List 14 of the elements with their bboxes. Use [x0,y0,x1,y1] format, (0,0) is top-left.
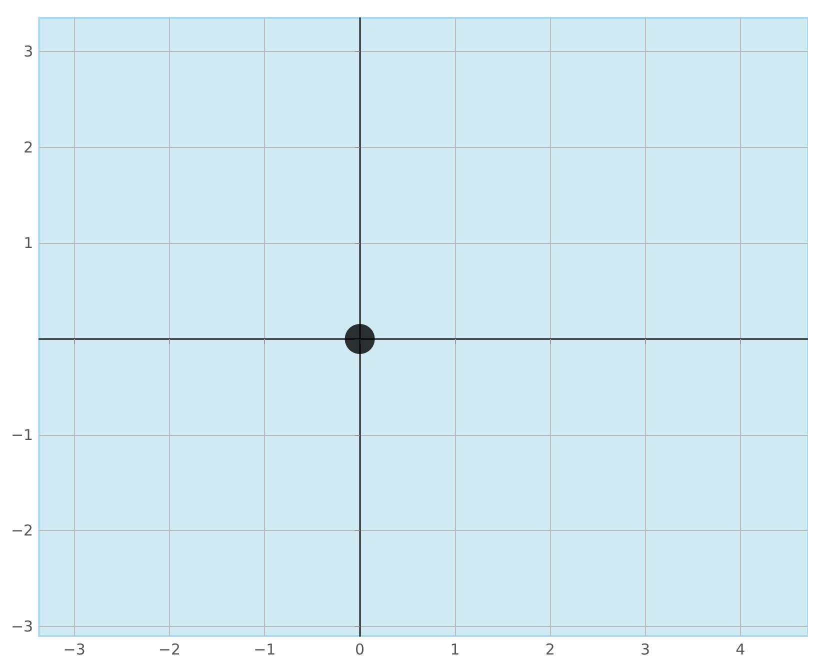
x-tick-label: 0 [355,640,365,658]
x-tick-label: 2 [545,640,555,658]
y-tick-label: 3 [24,42,34,61]
y-tick-label: −3 [10,617,34,636]
x-tick-label: 3 [640,640,650,658]
x-tick-label: −3 [63,640,86,658]
y-tick-label: 2 [24,138,34,156]
y-tick-label: −2 [10,522,34,540]
x-tick-label: 4 [736,640,746,658]
x-tick-label: −1 [254,640,276,658]
x-tick-label: −2 [158,640,181,658]
y-tick-label: 1 [24,234,34,252]
x-tick-label: 1 [450,640,460,658]
y-tick-label: −1 [10,426,34,444]
